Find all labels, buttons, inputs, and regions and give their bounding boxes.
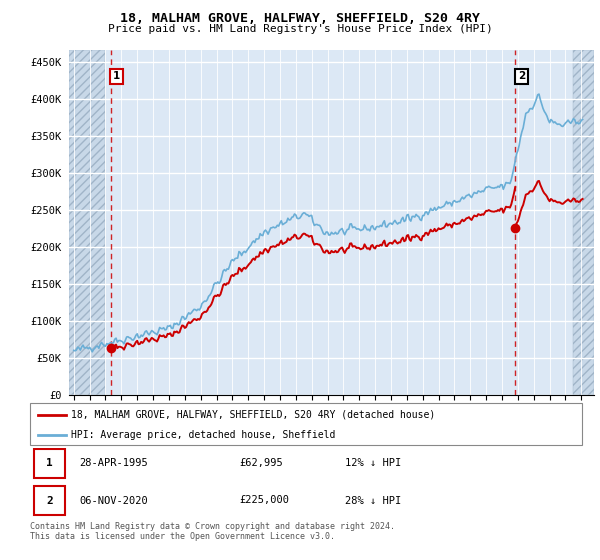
Text: £62,995: £62,995 <box>240 459 284 468</box>
FancyBboxPatch shape <box>30 403 582 445</box>
Text: £225,000: £225,000 <box>240 496 290 506</box>
Text: 06-NOV-2020: 06-NOV-2020 <box>80 496 148 506</box>
Text: 18, MALHAM GROVE, HALFWAY, SHEFFIELD, S20 4RY: 18, MALHAM GROVE, HALFWAY, SHEFFIELD, S2… <box>120 12 480 25</box>
Text: 2: 2 <box>518 71 525 81</box>
Text: 18, MALHAM GROVE, HALFWAY, SHEFFIELD, S20 4RY (detached house): 18, MALHAM GROVE, HALFWAY, SHEFFIELD, S2… <box>71 410 436 420</box>
Text: 1: 1 <box>46 459 53 468</box>
Text: 28% ↓ HPI: 28% ↓ HPI <box>344 496 401 506</box>
Text: HPI: Average price, detached house, Sheffield: HPI: Average price, detached house, Shef… <box>71 430 336 440</box>
Text: 28-APR-1995: 28-APR-1995 <box>80 459 148 468</box>
Text: 1: 1 <box>113 71 120 81</box>
Text: 12% ↓ HPI: 12% ↓ HPI <box>344 459 401 468</box>
Text: Price paid vs. HM Land Registry's House Price Index (HPI): Price paid vs. HM Land Registry's House … <box>107 24 493 34</box>
FancyBboxPatch shape <box>34 449 65 478</box>
FancyBboxPatch shape <box>34 486 65 515</box>
Text: 2: 2 <box>46 496 53 506</box>
Text: Contains HM Land Registry data © Crown copyright and database right 2024.
This d: Contains HM Land Registry data © Crown c… <box>30 522 395 542</box>
